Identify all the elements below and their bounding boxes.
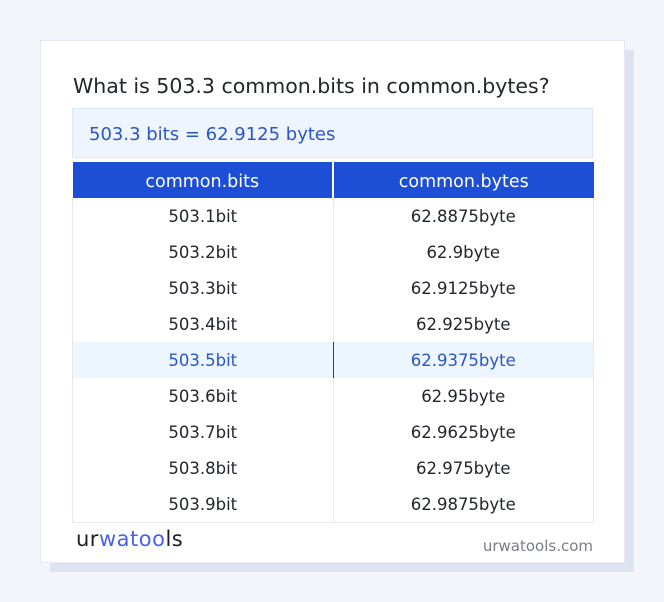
bytes-cell: 62.9625byte [332,414,594,450]
bytes-cell: 62.8875byte [332,198,594,234]
bytes-cell: 62.9125byte [332,270,594,306]
bits-cell: 503.1bit [72,198,334,234]
page-title: What is 503.3 common.bits in common.byte… [73,74,550,98]
result-box: 503.3 bits = 62.9125 bytes [72,108,593,158]
bits-cell: 503.8bit [72,450,334,486]
bytes-cell: 62.9875byte [332,486,594,523]
site-link[interactable]: urwatools.com [482,537,593,555]
table-row: 503.8bit 62.975byte [72,450,594,486]
bits-cell: 503.4bit [72,306,334,342]
table-row: 503.6bit 62.95byte [72,378,594,414]
bytes-cell: 62.925byte [332,306,594,342]
table-row: 503.4bit 62.925byte [72,306,594,342]
table-row: 503.2bit 62.9byte [72,234,594,270]
bytes-cell: 62.975byte [332,450,594,486]
bits-cell: 503.2bit [72,234,334,270]
bytes-cell: 62.9byte [332,234,594,270]
bits-cell: 503.6bit [72,378,334,414]
converter-card: What is 503.3 common.bits in common.byte… [40,40,625,563]
bytes-cell: 62.95byte [332,378,594,414]
bits-cell: 503.5bit [72,342,334,378]
bits-cell: 503.3bit [72,270,334,306]
bits-cell: 503.7bit [72,414,334,450]
table-row: 503.1bit 62.8875byte [72,198,594,234]
conversion-table: common.bits common.bytes 503.1bit 62.8875… [72,162,594,523]
bits-cell: 503.9bit [72,486,334,523]
result-text: 503.3 bits = 62.9125 bytes [89,124,336,145]
table-row: 503.5bit 62.9375byte [72,342,594,378]
table-row: 503.9bit 62.9875byte [72,486,594,523]
header-bits: common.bits [72,162,334,198]
table-row: 503.3bit 62.9125byte [72,270,594,306]
table-row: 503.7bit 62.9625byte [72,414,594,450]
bytes-cell: 62.9375byte [332,342,594,378]
urwatools-logo[interactable]: urwatools [76,527,184,551]
header-bytes: common.bytes [333,162,594,198]
